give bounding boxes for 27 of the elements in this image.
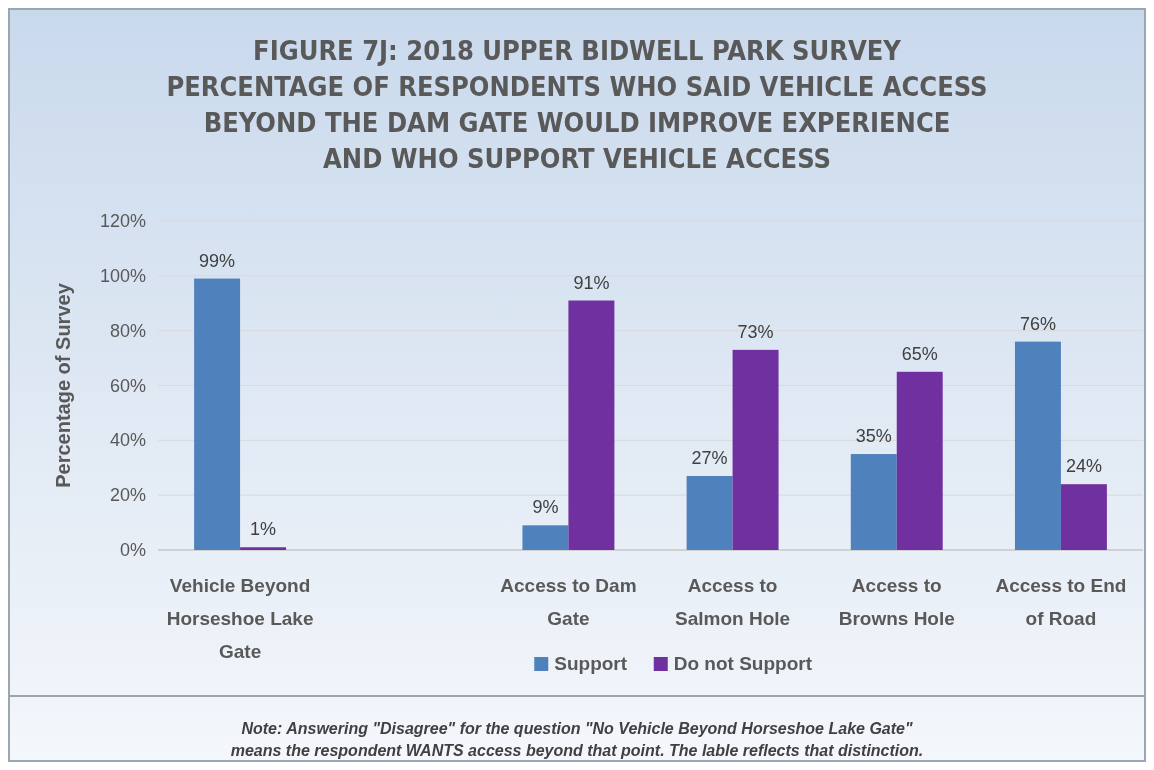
data-label: 73% <box>737 321 774 342</box>
x-tick-label: Access to Browns Hole <box>838 575 955 629</box>
x-tick-label: Vehicle Beyond Horseshoe Lake Gate <box>166 575 314 662</box>
y-tick-label: 40% <box>109 430 146 451</box>
chart-title: FIGURE 7J: 2018 UPPER BIDWELL PARK SURVEY PERCENTAGE OF RESPONDENTS WHO SAID VEHICLE ACCESS BEYOND THE DAM GATE WOULD IMPROVE EXPERIENCE AND WHO SUPPORT VEHICLE ACCESS <box>166 35 988 174</box>
y-tick-label: 120% <box>99 211 146 231</box>
data-label: 1% <box>250 519 277 540</box>
data-label: 65% <box>901 343 938 364</box>
data-label: 91% <box>573 272 610 293</box>
y-tick-label: 100% <box>99 265 146 286</box>
text: Note: Answering "Disagree" for the question "No Vehicle Beyond Horseshoe Lake Gate" means the respondent WANTS access beyond that point. The lable reflects that distinction. <box>230 720 924 759</box>
data-label: 35% <box>855 426 892 447</box>
legend-label: Do not Support <box>673 653 813 674</box>
data-label: 24% <box>1065 456 1102 477</box>
y-tick-label: 80% <box>109 320 146 341</box>
data-label: 99% <box>199 250 236 271</box>
data-label: 76% <box>1019 313 1056 334</box>
x-tick-label: Access to Dam Gate <box>500 575 637 629</box>
y-tick-label: 0% <box>119 540 146 560</box>
y-tick-label: 20% <box>109 485 146 506</box>
x-tick-label: Access to Salmon Hole <box>675 575 791 629</box>
data-label: 9% <box>532 497 559 518</box>
y-tick-label: 60% <box>109 375 146 396</box>
x-tick-label: Access to End of Road <box>995 575 1127 629</box>
y-axis-title: Percentage of Survey <box>52 282 74 488</box>
legend-label: Support <box>554 653 628 674</box>
data-label: 27% <box>691 447 728 468</box>
